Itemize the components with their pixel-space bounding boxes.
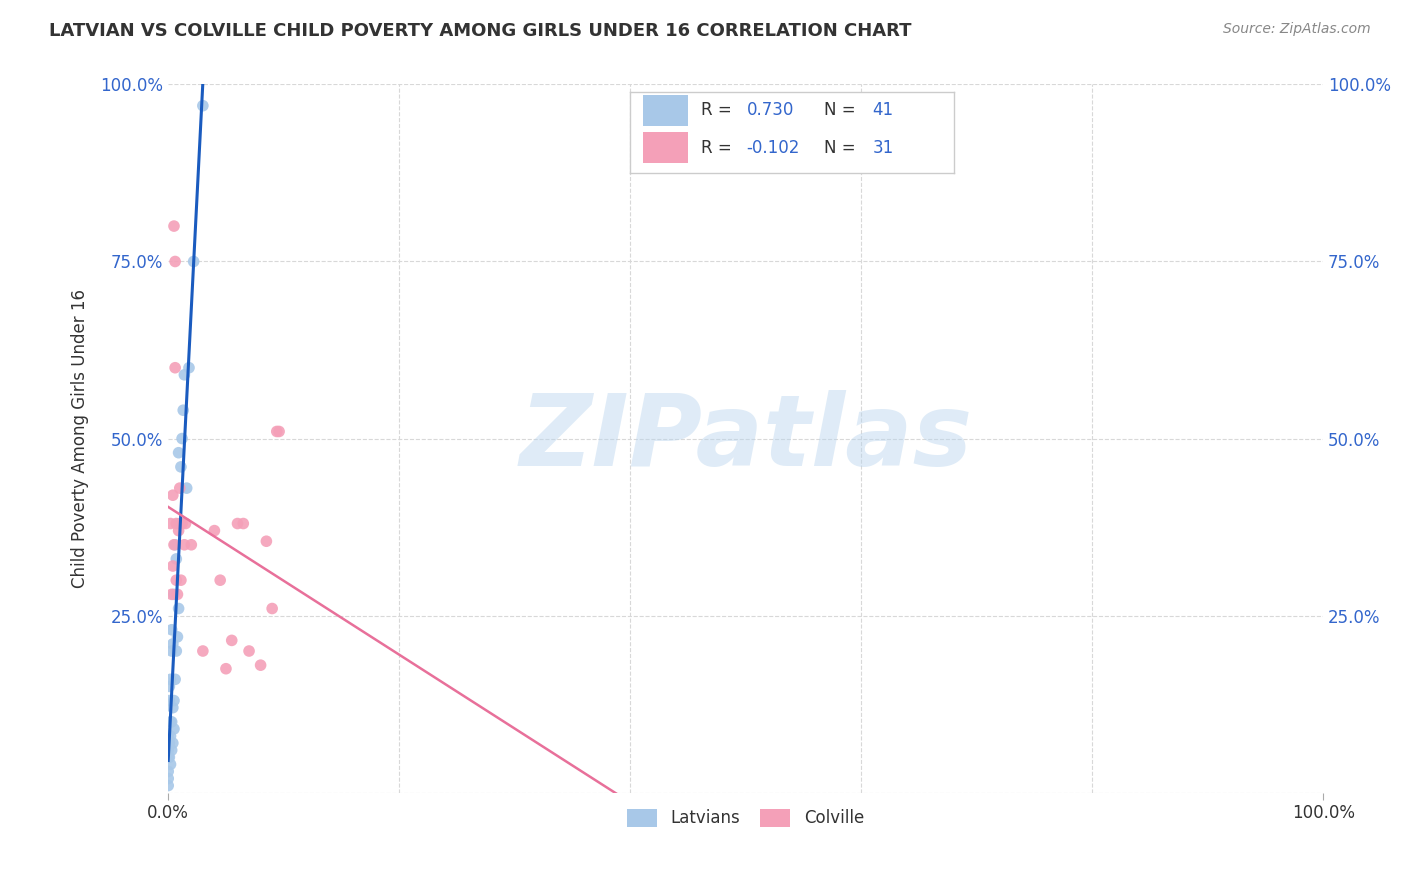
Point	[169, 516, 191, 531]
Point	[162, 700, 184, 714]
Point	[157, 764, 180, 779]
Legend: Latvians, Colville: Latvians, Colville	[620, 802, 870, 834]
Point	[160, 644, 183, 658]
Text: LATVIAN VS COLVILLE CHILD POVERTY AMONG GIRLS UNDER 16 CORRELATION CHART: LATVIAN VS COLVILLE CHILD POVERTY AMONG …	[49, 22, 911, 40]
Point	[170, 432, 193, 446]
Y-axis label: Child Poverty Among Girls Under 16: Child Poverty Among Girls Under 16	[72, 289, 89, 588]
Point	[162, 488, 184, 502]
Point	[202, 524, 225, 538]
Point	[167, 601, 190, 615]
Point	[170, 573, 193, 587]
Point	[176, 481, 198, 495]
Point	[159, 757, 181, 772]
Point	[170, 459, 193, 474]
Point	[160, 743, 183, 757]
Point	[163, 693, 186, 707]
Point	[173, 538, 195, 552]
Point	[267, 425, 290, 439]
Point	[157, 779, 180, 793]
Point	[163, 587, 186, 601]
Point	[157, 772, 180, 786]
Point	[165, 644, 187, 658]
Point	[165, 673, 187, 687]
Point	[191, 98, 214, 112]
Point	[215, 662, 238, 676]
Text: Source: ZipAtlas.com: Source: ZipAtlas.com	[1223, 22, 1371, 37]
Point	[172, 403, 194, 417]
Point	[163, 722, 186, 736]
Point	[249, 658, 271, 673]
Point	[159, 673, 181, 687]
Point	[167, 524, 190, 538]
Point	[177, 360, 200, 375]
Point	[191, 644, 214, 658]
Point	[226, 516, 249, 531]
Point	[167, 446, 190, 460]
Text: ZIPatlas: ZIPatlas	[519, 390, 972, 487]
Point	[157, 693, 180, 707]
Point	[163, 219, 186, 233]
Point	[183, 254, 205, 268]
Point	[163, 538, 186, 552]
Point	[262, 601, 284, 615]
Point	[160, 714, 183, 729]
Point	[165, 573, 187, 587]
Point	[162, 637, 184, 651]
Point	[157, 680, 180, 694]
Point	[157, 750, 180, 764]
Point	[157, 750, 180, 764]
Point	[209, 573, 232, 587]
Point	[159, 729, 181, 743]
Point	[221, 633, 243, 648]
Point	[166, 587, 188, 601]
Point	[173, 368, 195, 382]
Point	[165, 516, 187, 531]
Point	[157, 743, 180, 757]
Point	[165, 552, 187, 566]
Point	[170, 516, 193, 531]
Point	[160, 623, 183, 637]
Point	[165, 360, 187, 375]
Point	[174, 516, 197, 531]
Point	[165, 538, 187, 552]
Point	[162, 736, 184, 750]
Point	[166, 630, 188, 644]
Point	[162, 559, 184, 574]
Point	[159, 714, 181, 729]
Point	[165, 254, 187, 268]
Point	[180, 538, 202, 552]
Point	[159, 516, 181, 531]
Point	[157, 736, 180, 750]
Point	[157, 729, 180, 743]
Point	[169, 481, 191, 495]
Point	[266, 425, 288, 439]
Point	[160, 587, 183, 601]
Point	[157, 736, 180, 750]
Point	[232, 516, 254, 531]
Point	[254, 534, 277, 549]
Point	[238, 644, 260, 658]
